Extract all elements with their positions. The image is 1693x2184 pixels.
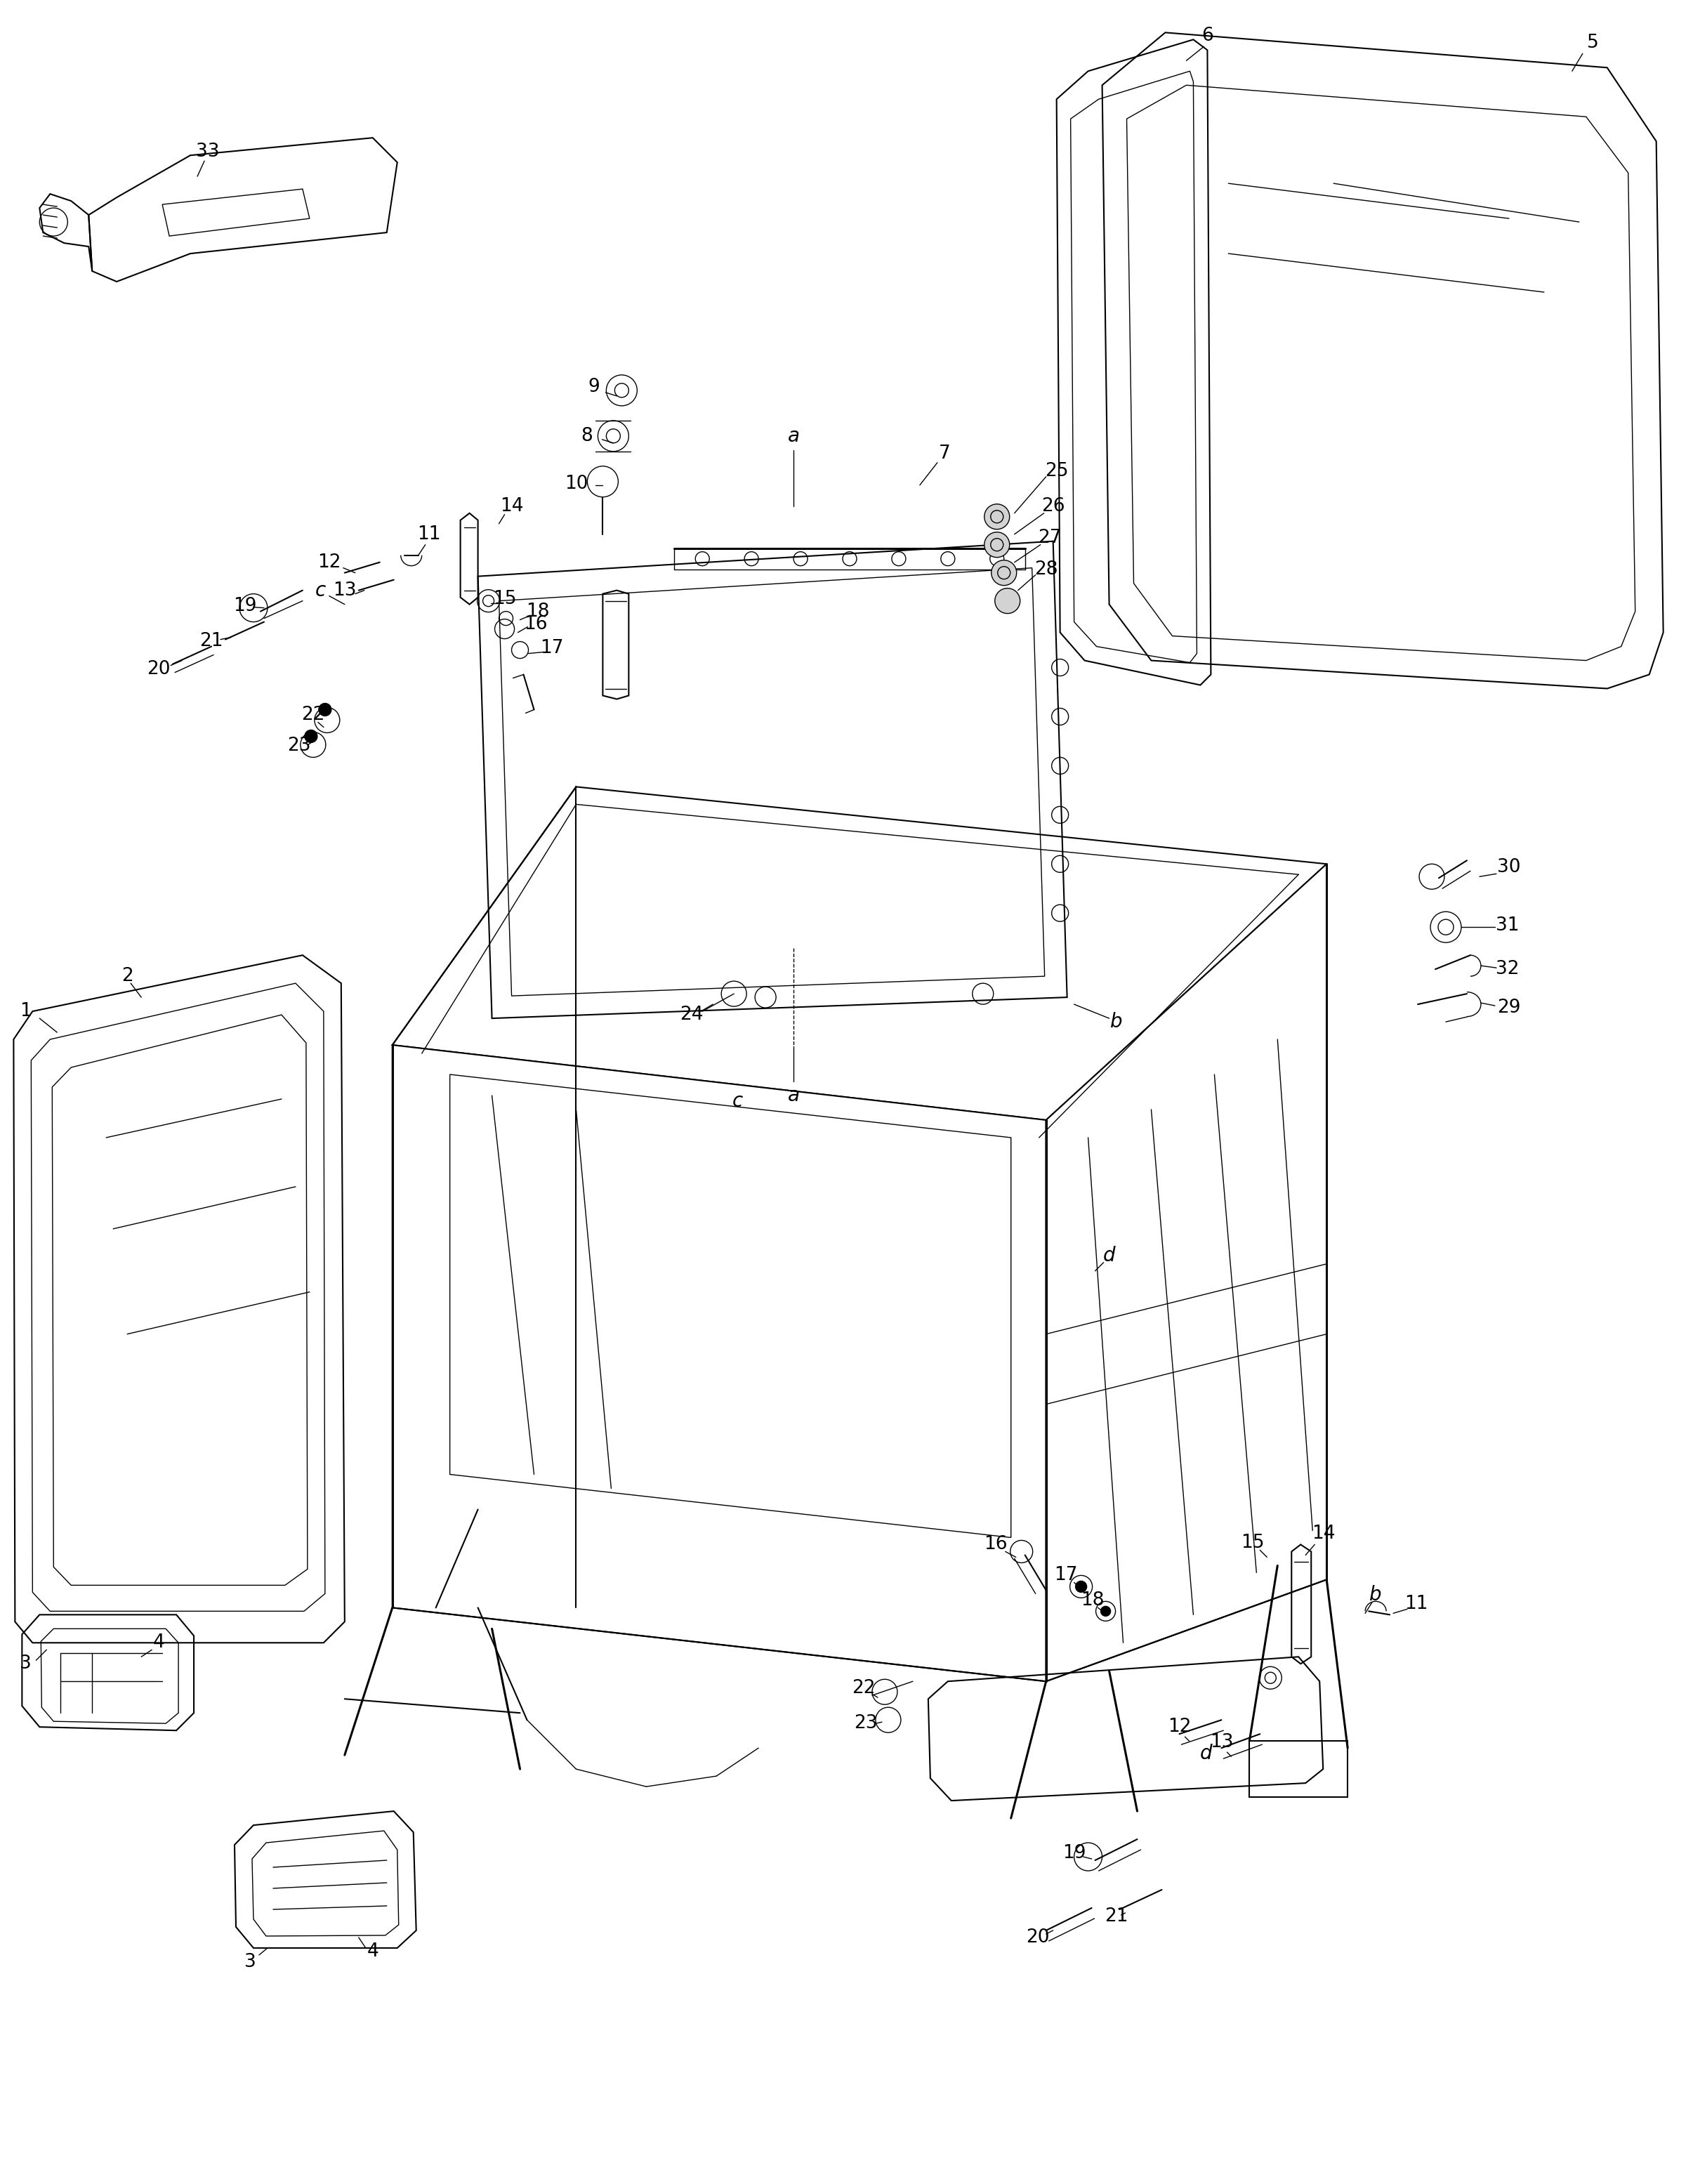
Text: 31: 31	[1497, 917, 1519, 935]
Text: 11: 11	[1405, 1594, 1429, 1614]
Text: 33: 33	[196, 142, 220, 162]
Text: 23: 23	[288, 736, 312, 756]
Text: 25: 25	[1045, 463, 1068, 480]
Text: 16: 16	[984, 1535, 1007, 1553]
Circle shape	[995, 587, 1021, 614]
Circle shape	[1075, 1581, 1087, 1592]
Text: 22: 22	[301, 705, 325, 725]
Text: b: b	[1370, 1586, 1381, 1605]
Text: 17: 17	[1055, 1566, 1077, 1586]
Text: 28: 28	[1034, 559, 1058, 579]
Text: 18: 18	[1080, 1592, 1104, 1610]
Text: 3: 3	[244, 1952, 256, 1972]
Text: 19: 19	[1062, 1843, 1085, 1863]
Text: 4: 4	[152, 1634, 164, 1651]
Text: 8: 8	[581, 426, 593, 446]
Text: 15: 15	[1241, 1533, 1265, 1553]
Text: 6: 6	[1202, 26, 1214, 46]
Text: c: c	[315, 581, 325, 601]
Text: 5: 5	[1588, 35, 1598, 52]
Text: 32: 32	[1497, 961, 1519, 978]
Circle shape	[992, 559, 1016, 585]
Text: 13: 13	[334, 581, 357, 598]
Text: 17: 17	[540, 638, 564, 657]
Text: a: a	[787, 426, 799, 446]
Text: 2: 2	[122, 968, 134, 985]
Text: a: a	[787, 1085, 799, 1105]
Text: 15: 15	[493, 590, 516, 607]
Text: d: d	[1102, 1245, 1116, 1265]
Circle shape	[1100, 1605, 1111, 1616]
Text: 14: 14	[499, 498, 523, 515]
Text: 24: 24	[681, 1005, 704, 1024]
Text: 26: 26	[1041, 498, 1065, 515]
Text: 4: 4	[367, 1942, 379, 1961]
Circle shape	[305, 729, 317, 743]
Text: 11: 11	[416, 524, 440, 544]
Text: b: b	[1111, 1011, 1122, 1031]
Text: 16: 16	[523, 616, 547, 633]
Text: 21: 21	[1104, 1907, 1128, 1926]
Text: 23: 23	[853, 1714, 877, 1732]
Circle shape	[984, 505, 1009, 529]
Text: 14: 14	[1312, 1524, 1336, 1544]
Text: 22: 22	[852, 1679, 875, 1697]
Text: 13: 13	[1209, 1734, 1233, 1752]
Circle shape	[984, 533, 1009, 557]
Text: 3: 3	[20, 1655, 32, 1673]
Text: 18: 18	[527, 603, 549, 620]
Text: 30: 30	[1497, 858, 1520, 876]
Circle shape	[318, 703, 332, 716]
Polygon shape	[1046, 865, 1327, 1682]
Text: 9: 9	[587, 378, 599, 395]
Text: 19: 19	[234, 596, 257, 616]
Text: 12: 12	[1168, 1719, 1192, 1736]
Text: 21: 21	[200, 631, 223, 651]
Text: 20: 20	[1026, 1928, 1050, 1946]
Text: 29: 29	[1497, 998, 1520, 1018]
Text: 12: 12	[318, 553, 340, 572]
Text: 27: 27	[1038, 529, 1062, 546]
Polygon shape	[393, 786, 1327, 1120]
Text: 10: 10	[564, 474, 587, 494]
Text: 1: 1	[20, 1002, 32, 1020]
Text: 7: 7	[938, 443, 950, 463]
Text: d: d	[1200, 1743, 1212, 1762]
Text: 20: 20	[147, 660, 171, 677]
Text: c: c	[731, 1092, 743, 1112]
Polygon shape	[393, 1044, 1046, 1682]
